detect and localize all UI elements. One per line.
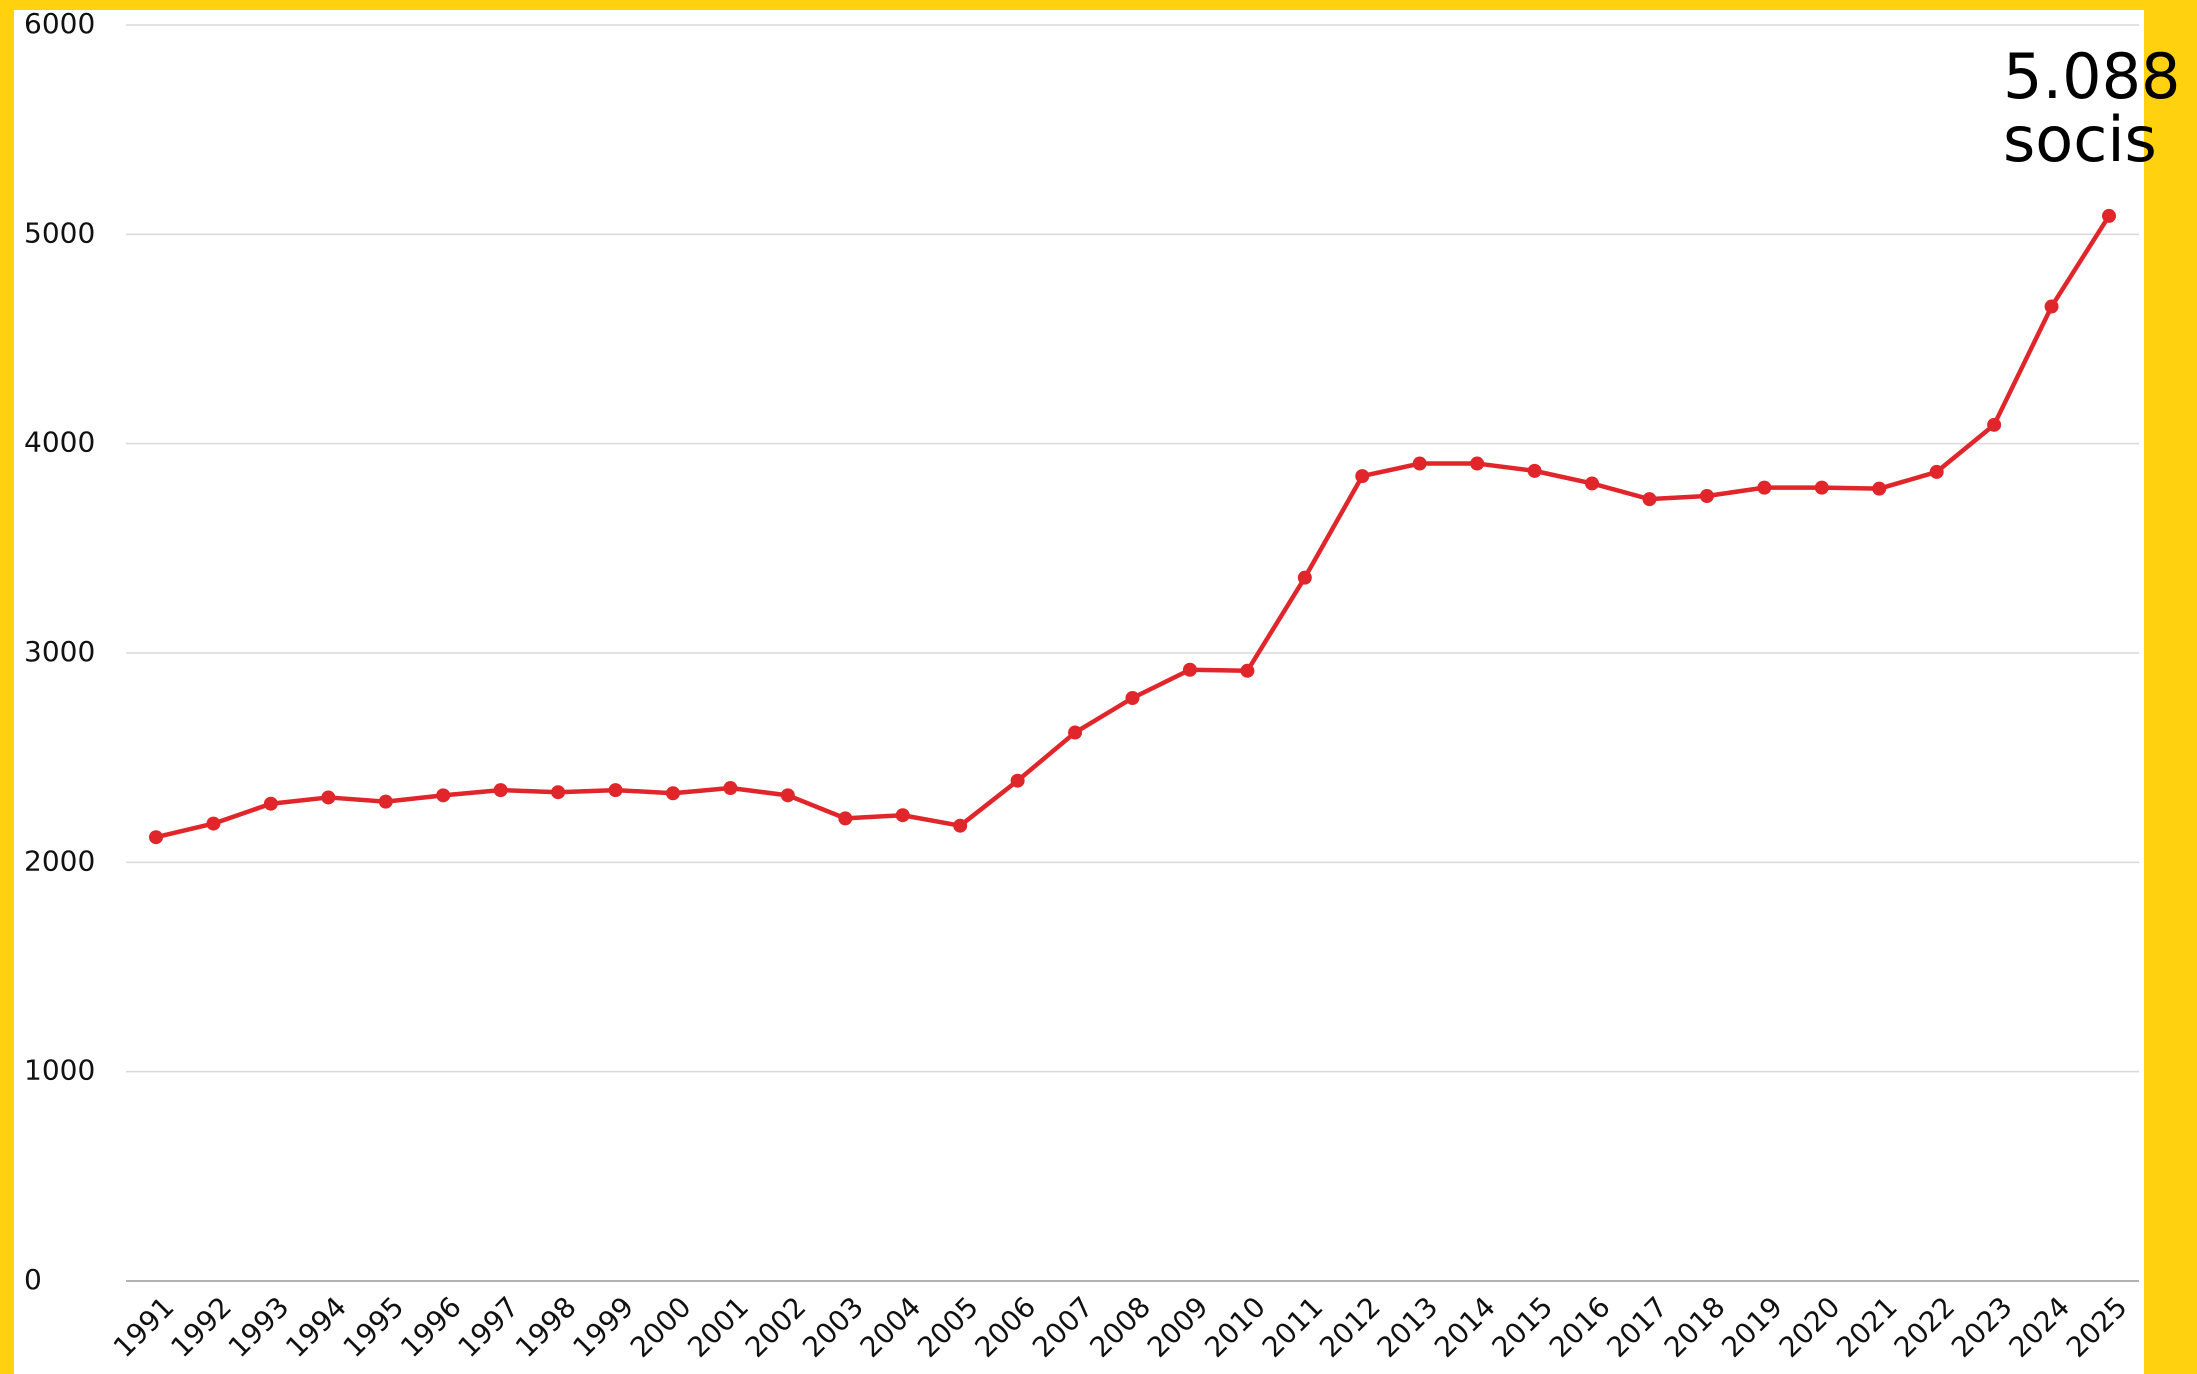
point bbox=[206, 816, 221, 831]
y-tick-label: 6000 bbox=[24, 7, 95, 40]
point bbox=[1757, 480, 1772, 495]
point bbox=[1527, 463, 1542, 478]
point bbox=[1585, 476, 1600, 491]
annotation: socis bbox=[2003, 103, 2157, 176]
point bbox=[1699, 489, 1714, 503]
point bbox=[1240, 663, 1255, 678]
plot-background bbox=[14, 10, 2144, 1374]
point bbox=[1814, 480, 1829, 495]
point bbox=[551, 785, 566, 800]
point bbox=[1642, 492, 1657, 507]
point bbox=[1182, 662, 1197, 677]
point bbox=[838, 811, 853, 826]
y-tick-label: 1000 bbox=[24, 1054, 95, 1087]
point bbox=[263, 796, 278, 811]
point bbox=[780, 788, 795, 803]
point bbox=[1987, 417, 2002, 432]
point bbox=[1297, 570, 1312, 585]
point bbox=[2044, 299, 2059, 314]
y-tick-label: 4000 bbox=[24, 426, 95, 459]
y-tick-label: 5000 bbox=[24, 216, 95, 249]
point bbox=[1470, 456, 1485, 471]
point bbox=[723, 781, 738, 796]
point bbox=[378, 794, 393, 809]
point bbox=[2102, 208, 2116, 223]
point bbox=[1929, 464, 1944, 479]
y-tick-label: 3000 bbox=[24, 635, 95, 668]
point bbox=[665, 786, 680, 801]
point bbox=[1010, 773, 1025, 788]
point bbox=[1412, 456, 1427, 471]
point bbox=[953, 818, 968, 833]
point bbox=[149, 830, 163, 845]
point bbox=[1872, 481, 1887, 496]
annotation: 5.088 bbox=[2003, 40, 2181, 113]
y-tick-label: 0 bbox=[24, 1263, 42, 1296]
y-tick-label: 2000 bbox=[24, 844, 95, 877]
point bbox=[895, 808, 910, 823]
point bbox=[436, 788, 451, 803]
point bbox=[321, 790, 336, 805]
point bbox=[1125, 691, 1140, 706]
point bbox=[493, 783, 508, 798]
point bbox=[608, 783, 623, 798]
point bbox=[1355, 469, 1370, 484]
point bbox=[1068, 725, 1083, 740]
